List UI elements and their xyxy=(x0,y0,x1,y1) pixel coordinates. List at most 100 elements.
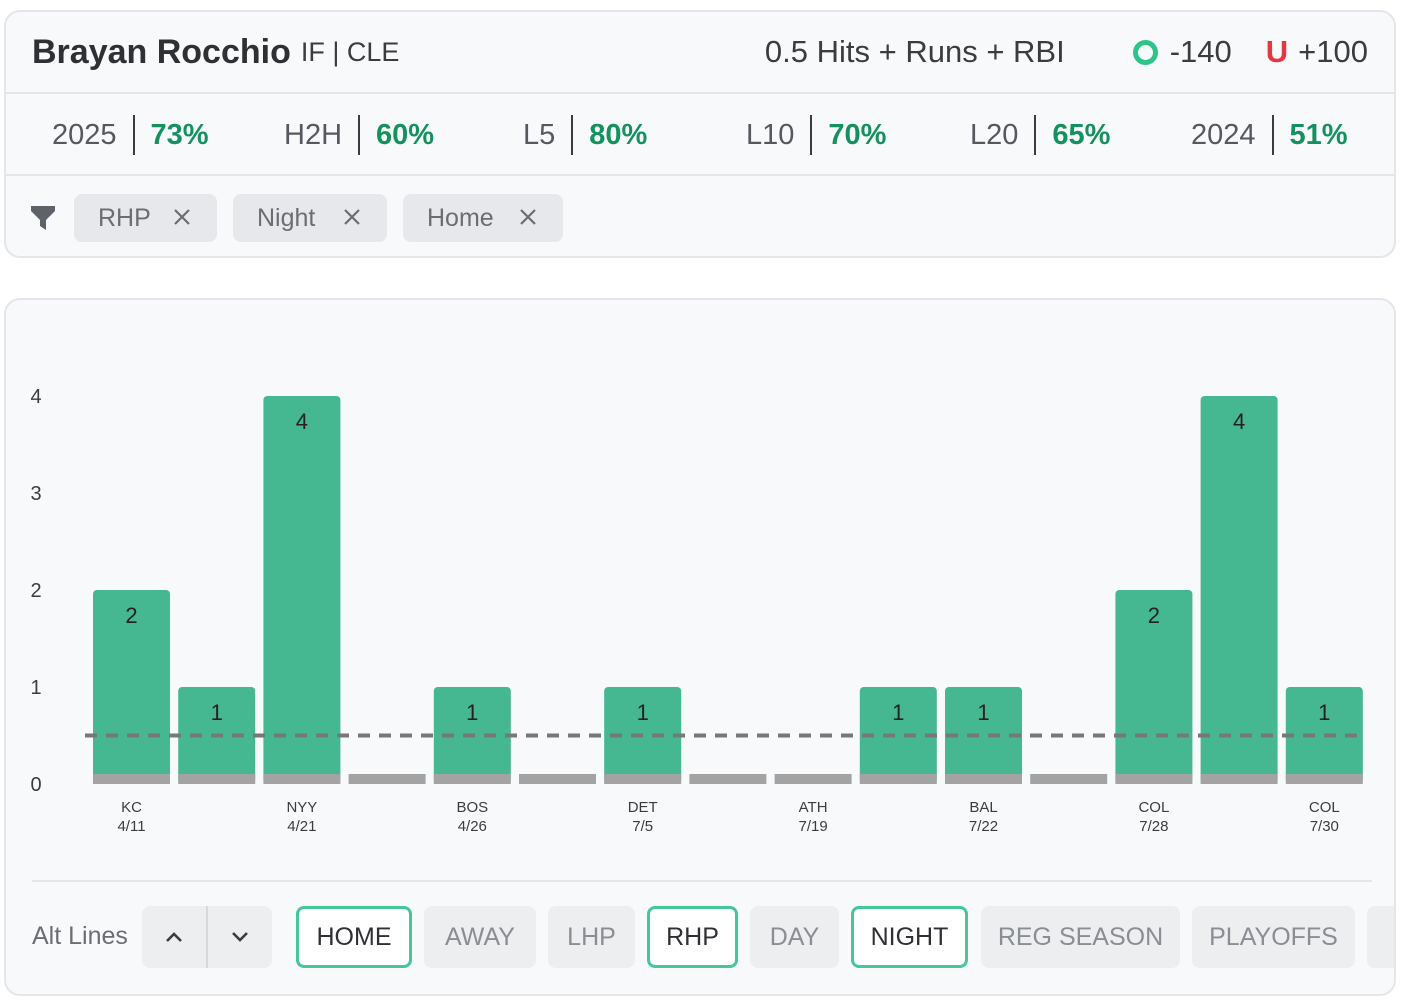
game-log-bar-chart: 0 1 2 3 4 2 KC 4/11 1 4 NYY 4/21 1 BOS 4/26 1 DET 7/5 ATH 7… xyxy=(30,386,1366,835)
bar-value-label: 2 xyxy=(125,603,137,628)
stat-percent: 51% xyxy=(1289,118,1348,151)
bar xyxy=(859,687,937,784)
filter-icon[interactable] xyxy=(30,204,56,232)
stat-label: H2H xyxy=(284,118,343,151)
alt-line-up-button[interactable] xyxy=(142,906,206,968)
stat-l5[interactable]: L5 80% xyxy=(523,94,647,176)
bar-base xyxy=(348,774,426,784)
x-tick-opponent: COL xyxy=(1138,799,1169,816)
x-tick-opponent: BAL xyxy=(969,799,997,816)
filter-chip-home[interactable]: Home xyxy=(403,194,563,242)
bar-value-label: 1 xyxy=(977,700,989,725)
over-odds-button[interactable]: -140 xyxy=(1132,34,1232,70)
bar-value-label: 1 xyxy=(211,700,223,725)
bar-base xyxy=(1030,774,1108,784)
stat-label: L5 xyxy=(523,118,556,151)
chevron-down-icon xyxy=(232,932,248,942)
game-log-chart-card: 0 1 2 3 4 2 KC 4/11 1 4 NYY 4/21 1 BOS 4/26 1 DET 7/5 ATH 7… xyxy=(4,298,1396,996)
stat-percent: 73% xyxy=(150,118,209,151)
over-odds: -140 xyxy=(1169,34,1232,69)
stat-label: L20 xyxy=(970,118,1019,151)
y-tick-label: 1 xyxy=(30,677,41,699)
stat-percent: 70% xyxy=(828,118,887,151)
close-icon[interactable] xyxy=(343,208,361,226)
stat-percent: 60% xyxy=(376,118,435,151)
x-tick-opponent: ATH xyxy=(799,799,828,816)
y-tick-label: 3 xyxy=(30,483,41,505)
stat-percent: 65% xyxy=(1052,118,1111,151)
filter-button-playoffs[interactable]: PLAYOFFS xyxy=(1192,906,1355,968)
y-tick-label: 2 xyxy=(30,580,41,602)
filter-button-rhp[interactable]: RHP xyxy=(647,906,738,968)
alt-lines-stepper xyxy=(142,906,272,968)
bar-value-label: 2 xyxy=(1148,603,1160,628)
bar-base xyxy=(93,774,170,784)
x-tick-date: 4/26 xyxy=(458,818,487,835)
filter-button-night[interactable]: NIGHT xyxy=(851,906,968,968)
bar xyxy=(1200,396,1278,784)
x-tick-date: 7/5 xyxy=(632,818,653,835)
bar-base xyxy=(263,774,341,784)
x-tick-date: 7/30 xyxy=(1310,818,1339,835)
close-icon[interactable] xyxy=(173,208,191,226)
bar xyxy=(263,396,341,784)
filter-chip-night[interactable]: Night xyxy=(233,194,387,242)
filter-button-day[interactable]: DAY xyxy=(750,906,839,968)
stat-l10[interactable]: L10 70% xyxy=(746,94,886,176)
bar-value-label: 4 xyxy=(296,409,308,434)
player-name[interactable]: Brayan Rocchio xyxy=(32,32,291,71)
y-tick-label: 0 xyxy=(30,774,41,796)
bar-base xyxy=(178,774,256,784)
chart-divider xyxy=(32,880,1372,882)
stat-divider xyxy=(132,115,135,155)
filter-chip-label: Home xyxy=(427,203,494,232)
prop-summary-card: Brayan Rocchio IF | CLE 0.5 Hits + Runs … xyxy=(4,10,1396,258)
filter-chip-rhp[interactable]: RHP xyxy=(74,194,217,242)
under-odds: +100 xyxy=(1298,34,1368,69)
player-position-team: IF | CLE xyxy=(300,36,400,67)
x-tick-opponent: DET xyxy=(628,799,658,816)
stat-2024[interactable]: 2024 51% xyxy=(1191,94,1348,176)
close-icon[interactable] xyxy=(519,208,537,226)
alt-line-down-button[interactable] xyxy=(208,906,272,968)
stat-percent: 80% xyxy=(589,118,648,151)
stat-divider xyxy=(1271,115,1274,155)
prop-header: Brayan Rocchio IF | CLE 0.5 Hits + Runs … xyxy=(6,12,1394,94)
stat-label: 2025 xyxy=(52,118,117,151)
x-tick-date: 7/19 xyxy=(798,818,827,835)
stat-2025[interactable]: 2025 73% xyxy=(52,94,209,176)
hit-rate-stats: 2025 73% H2H 60% L5 80% L10 70% L20 65% … xyxy=(6,94,1394,176)
under-icon: U xyxy=(1265,34,1289,69)
filter-button-reg-season[interactable]: REG SEASON xyxy=(981,906,1180,968)
stat-divider xyxy=(358,115,361,155)
stepper-divider xyxy=(206,906,208,968)
filter-button-more[interactable] xyxy=(1367,906,1394,968)
bar-value-label: 1 xyxy=(637,700,649,725)
filter-button-lhp[interactable]: LHP xyxy=(548,906,635,968)
filter-button-home[interactable]: HOME xyxy=(296,906,412,968)
x-tick-date: 7/22 xyxy=(969,818,998,835)
x-tick-opponent: KC xyxy=(121,799,142,816)
bar-value-label: 1 xyxy=(466,700,478,725)
chart-controls: Alt Lines HOME AWAY LHP RHP DAY NIGHT RE… xyxy=(6,904,1394,970)
filter-button-away[interactable]: AWAY xyxy=(424,906,536,968)
x-tick-date: 4/11 xyxy=(117,818,145,835)
bar-base xyxy=(689,774,767,784)
bar-base xyxy=(859,774,937,784)
bar-base xyxy=(1285,774,1363,784)
bar-base xyxy=(1115,774,1193,784)
x-tick-opponent: BOS xyxy=(456,799,488,816)
x-tick-opponent: COL xyxy=(1309,799,1340,816)
stat-label: 2024 xyxy=(1191,118,1256,151)
prop-odds: 0.5 Hits + Runs + RBI -140 U +100 xyxy=(765,34,1368,70)
stat-label: L10 xyxy=(746,118,795,151)
stat-l20[interactable]: L20 65% xyxy=(970,94,1110,176)
prop-market: 0.5 Hits + Runs + RBI xyxy=(764,34,1065,69)
filter-chip-label: RHP xyxy=(98,203,151,232)
chevron-up-icon xyxy=(166,932,182,942)
stat-h2h[interactable]: H2H 60% xyxy=(284,94,434,176)
bar-value-label: 1 xyxy=(892,700,904,725)
over-icon xyxy=(1132,39,1158,65)
under-odds-button[interactable]: U +100 xyxy=(1266,34,1368,70)
y-tick-label: 4 xyxy=(30,386,41,408)
